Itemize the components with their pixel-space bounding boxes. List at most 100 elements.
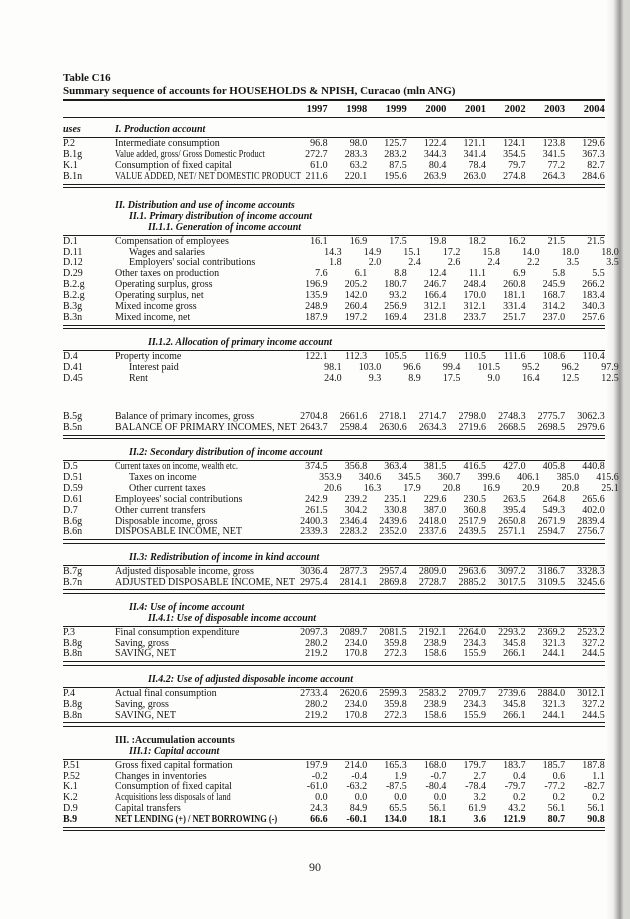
row-value: 211.6 — [305, 170, 328, 182]
row-value: 24.3 — [310, 803, 328, 815]
row-value: 77.2 — [547, 159, 566, 171]
row-value: -82.7 — [583, 781, 605, 793]
row-value: 18.2 — [468, 235, 486, 247]
row-value: 2.2 — [527, 257, 540, 269]
row-value: 427.0 — [503, 461, 526, 473]
row-value: 56.1 — [547, 803, 566, 815]
row-value: 266.1 — [503, 648, 526, 660]
uses-label — [63, 603, 115, 614]
row-value: 98.1 — [324, 362, 342, 374]
section-heading-row: II.4.2: Use of adjusted disposable incom… — [63, 674, 605, 686]
row-value: 214.0 — [344, 759, 368, 771]
row-value: 2439.6 — [379, 515, 407, 527]
row-value: 2293.2 — [498, 626, 526, 638]
section-heading-row: II.1. Primary distribution of income acc… — [63, 211, 605, 223]
row-value: 21.5 — [547, 235, 566, 247]
row-value: 312.1 — [463, 301, 486, 313]
row-value: 95.2 — [522, 362, 540, 374]
account-section: II. Distribution and use of income accou… — [63, 200, 619, 330]
row-code: B.7g — [63, 565, 83, 577]
row-value: 402.0 — [582, 504, 605, 516]
row-value: 264.3 — [542, 170, 566, 182]
row-value: 80.7 — [547, 814, 566, 826]
row-value: 2081.5 — [379, 626, 407, 638]
row-value: 20.8 — [442, 482, 461, 494]
row-value: 280.2 — [305, 637, 328, 649]
row-value: -61.0 — [306, 781, 328, 793]
row-value: 205.2 — [344, 279, 368, 291]
row-value: 3012.1 — [577, 687, 605, 699]
row-label: Interest paid — [129, 362, 179, 374]
row-code: B.3g — [63, 301, 83, 313]
table-row: D.61 Employees' social contributions 242.9… — [63, 493, 605, 506]
section-heading: II.4: Use of income account — [129, 601, 245, 613]
table-row: D.7 Other current transfers 261.5 304.2 330.… — [63, 504, 605, 517]
row-value: 395.4 — [503, 504, 526, 516]
year-column-header: 1997 — [306, 104, 328, 115]
row-value: 16.2 — [508, 235, 526, 247]
row-value: 406.1 — [517, 471, 540, 483]
row-value: 129.6 — [582, 137, 605, 149]
table-row: B.5n BALANCE OF PRIMARY INCOMES, NET 2643.… — [63, 421, 605, 434]
row-value: 359.8 — [384, 637, 407, 649]
row-value: 219.2 — [305, 709, 328, 721]
section-heading-row: II.1.2. Allocation of primary income acc… — [63, 337, 605, 349]
row-value: 2643.7 — [300, 421, 328, 433]
row-value: -80.4 — [425, 781, 447, 793]
row-value: 170.8 — [344, 709, 368, 721]
row-value: 96.8 — [310, 137, 328, 149]
row-value: 3062.3 — [577, 410, 605, 422]
row-value: 244.5 — [582, 709, 605, 721]
row-value: 96.6 — [403, 362, 421, 374]
row-value: 2748.3 — [498, 410, 526, 422]
row-value: 321.3 — [542, 698, 566, 710]
row-code: B.5g — [63, 410, 83, 422]
uses-label — [63, 338, 115, 349]
row-value: 2979.6 — [577, 421, 605, 433]
row-value: 7.6 — [315, 268, 328, 280]
row-value: -0.2 — [311, 770, 328, 782]
row-value: 2.6 — [447, 257, 461, 269]
table-row: K.1 Consumption of fixed capital 61.0 63.2 8… — [63, 159, 605, 172]
divider — [63, 625, 605, 627]
row-value: 142.0 — [344, 290, 368, 302]
row-value: 2418.0 — [418, 515, 447, 527]
row-value: 341.5 — [542, 148, 566, 160]
row-value: 19.8 — [428, 235, 447, 247]
row-value: 112.3 — [345, 351, 368, 363]
row-value: 96.2 — [561, 362, 580, 374]
row-value: 15.1 — [403, 246, 421, 258]
row-value: 65.5 — [389, 803, 407, 815]
double-divider — [63, 434, 605, 440]
row-code: K.1 — [63, 781, 78, 793]
table-row: B.1g Value added, gross/ Gross Domestic P… — [63, 148, 605, 161]
row-value: 90.8 — [587, 814, 605, 826]
row-value: 235.1 — [384, 493, 407, 505]
row-value: 2.4 — [487, 257, 500, 269]
row-label: Intermediate consumption — [115, 137, 220, 149]
row-value: 103.0 — [358, 362, 382, 374]
uses-label — [63, 614, 115, 625]
row-value: 272.3 — [384, 709, 407, 721]
row-value: 0.2 — [513, 792, 526, 804]
table-title: Summary sequence of accounts for HOUSEHO… — [63, 85, 605, 101]
row-value: 246.7 — [423, 279, 447, 291]
row-value: 116.9 — [424, 351, 447, 363]
row-code: K.1 — [63, 159, 78, 171]
row-value: 125.7 — [384, 137, 407, 149]
row-value: 20.8 — [561, 482, 580, 494]
row-value: 0.6 — [552, 770, 566, 782]
row-value: 63.2 — [349, 159, 368, 171]
row-value: 122.4 — [423, 137, 447, 149]
row-value: 327.2 — [582, 698, 605, 710]
uses-label — [63, 747, 115, 758]
row-value: 79.7 — [508, 159, 526, 171]
row-value: 108.6 — [542, 351, 566, 363]
table-label: Table C16 — [63, 72, 111, 84]
row-value: 17.5 — [389, 235, 407, 247]
row-label: Operating surplus, gross — [115, 279, 213, 291]
row-value: 16.4 — [522, 373, 540, 384]
row-value: 229.6 — [423, 493, 447, 505]
row-value: 321.3 — [542, 637, 566, 649]
table-row: B.3n Mixed income, net 187.9 197.2 169.4 231.… — [63, 312, 605, 324]
